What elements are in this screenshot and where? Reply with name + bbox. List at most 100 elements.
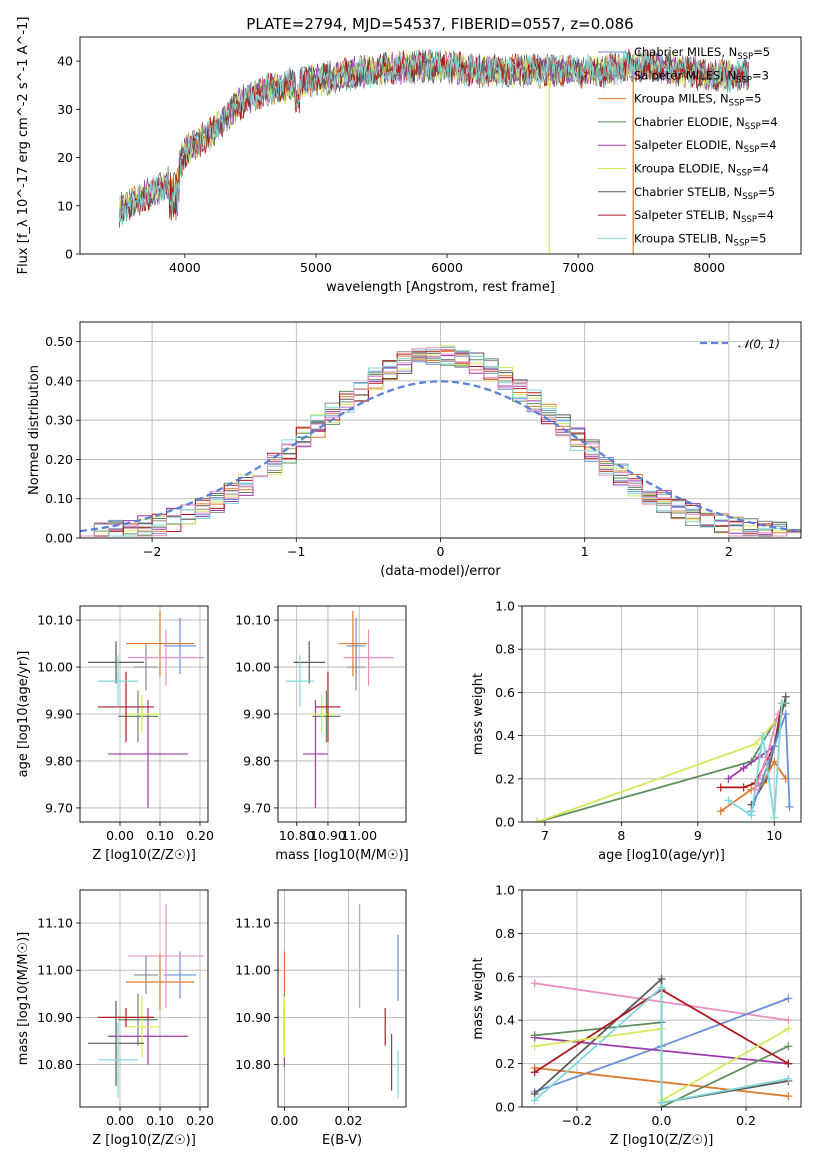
data-point — [164, 951, 196, 999]
legend-label: Chabrier MILES, N — [634, 45, 737, 59]
tick-labels: −0.2 0.0 0.2 0.0 0.2 0.4 0.6 0.8 1.0 — [495, 883, 756, 1129]
axes-frame — [521, 605, 802, 823]
x-tick-label: 10 — [766, 828, 782, 843]
weight-marker — [784, 1092, 793, 1101]
axes-frame — [79, 321, 802, 539]
panel-residuals: −2 −1 0 1 2 0.00 0.10 0.20 0.30 0.40 0.50 (data-mod… — [27, 321, 802, 579]
normal-curve — [80, 380, 801, 533]
figure-title: PLATE=2794, MJD=54537, FIBERID=0557, z=0… — [246, 15, 633, 33]
y-tick-label: 11.10 — [37, 916, 73, 931]
weight-marker — [716, 807, 725, 816]
panel-weight-vs-z: −0.2 0.0 0.2 0.0 0.2 0.4 0.6 0.8 1.0 Z [log10(Z/Z… — [471, 883, 802, 1148]
y-tick-label: 0.8 — [495, 642, 515, 657]
weight-marker — [747, 811, 756, 820]
x-axis-label: Z [log10(Z/Z☉)] — [610, 1133, 714, 1148]
legend: 𝒩(0, 1) — [700, 337, 780, 351]
x-tick-label: 0.10 — [146, 1113, 174, 1128]
weight-marker — [530, 1031, 539, 1040]
x-tick-label: 5000 — [300, 260, 332, 275]
y-tick-label: 1.0 — [495, 883, 515, 898]
weight-marker — [657, 983, 666, 992]
data-point — [126, 953, 194, 1011]
y-tick-label: 10.10 — [37, 613, 73, 628]
weight-marker — [530, 979, 539, 988]
data-point — [108, 699, 188, 808]
weight-marker — [657, 1098, 666, 1107]
y-tick-label: 0.00 — [45, 531, 73, 546]
x-tick-label: 0.00 — [270, 1113, 298, 1128]
tick-labels: 4000 5000 6000 7000 8000 0 10 20 30 40 — [57, 54, 725, 275]
data-point — [128, 629, 204, 686]
y-tick-label: 0.6 — [495, 685, 515, 700]
histogram-series — [80, 347, 801, 538]
panel-weight-vs-age: 7 8 9 10 0.0 0.2 0.4 0.6 0.8 1.0 age [log10(age/yr… — [471, 599, 802, 863]
histograms — [80, 345, 801, 538]
data-point — [118, 993, 158, 1046]
weight-marker — [739, 764, 748, 772]
weight-marker — [784, 1059, 793, 1068]
weight-marker — [530, 1068, 539, 1077]
data-point — [124, 695, 160, 733]
x-tick-label: 0.20 — [186, 1113, 214, 1128]
weight-marker — [781, 692, 790, 701]
data-point — [98, 1007, 154, 1027]
axes-frame — [79, 36, 802, 255]
y-tick-label: 9.70 — [243, 800, 271, 815]
x-tick-label: 0.0 — [652, 1113, 672, 1128]
x-tick-label: 0 — [437, 544, 445, 559]
error-bars — [283, 904, 399, 1098]
weight-marker — [751, 740, 760, 749]
tick-labels: 0.00 0.10 0.20 10.80 10.90 11.00 11.10 — [37, 916, 214, 1128]
x-axis-label: Z [log10(Z/Z☉)] — [92, 1133, 196, 1148]
y-tick-label: 10.90 — [235, 1010, 271, 1025]
x-tick-label: 0.10 — [146, 828, 174, 843]
x-tick-label: 6000 — [431, 260, 463, 275]
weight-marker — [751, 785, 760, 794]
data-point — [128, 904, 204, 1008]
legend-entry: Salpeter STELIB, NSSP=4 — [634, 208, 774, 225]
weight-marker — [784, 1016, 793, 1025]
weight-lines — [533, 692, 794, 822]
legend-suffix: =4 — [757, 208, 774, 222]
data-point — [134, 643, 158, 691]
legend-entry: Chabrier STELIB, NSSP=5 — [634, 185, 775, 202]
legend-entry: Chabrier ELODIE, NSSP=4 — [634, 115, 778, 132]
weight-marker — [762, 753, 771, 762]
weight-marker — [784, 994, 793, 1003]
x-tick-label: 10.90 — [310, 828, 346, 843]
error-bars — [88, 904, 204, 1098]
y-tick-label: 0.0 — [495, 1100, 515, 1115]
legend-label: Salpeter MILES, N — [634, 68, 736, 82]
x-tick-label: 9 — [694, 828, 702, 843]
weight-lines — [530, 974, 793, 1107]
y-axis-label: Normed distribution — [27, 365, 42, 495]
weight-marker — [657, 974, 666, 983]
legend-label: Kroupa ELODIE, N — [634, 162, 736, 176]
legend-suffix: =4 — [760, 138, 777, 152]
x-tick-label: 0.20 — [186, 828, 214, 843]
legend-subscript: SSP — [736, 75, 752, 85]
tick-labels: 0.00 0.10 0.20 9.70 9.80 9.90 10.00 10.10 — [37, 613, 214, 843]
weight-marker — [758, 731, 767, 740]
legend-label: Kroupa STELIB, N — [634, 231, 734, 245]
legend-subscript: SSP — [736, 169, 752, 179]
data-point — [126, 610, 194, 677]
weight-series — [534, 985, 789, 1104]
data-point — [164, 617, 196, 675]
weight-marker — [724, 774, 733, 783]
y-axis-label: age [log10(age/yr)] — [16, 651, 31, 778]
x-tick-label: 11.00 — [341, 828, 377, 843]
legend-label: Chabrier ELODIE, N — [634, 115, 745, 129]
y-tick-label: 0.4 — [495, 1013, 515, 1028]
y-tick-label: 11.00 — [235, 963, 271, 978]
y-tick-label: 11.10 — [235, 916, 271, 931]
data-point — [134, 956, 158, 994]
y-tick-label: 0.8 — [495, 926, 515, 941]
data-point — [315, 671, 341, 743]
y-tick-label: 10.10 — [235, 613, 271, 628]
spectrum-lines — [118, 48, 749, 254]
x-tick-label: 0.00 — [106, 1113, 134, 1128]
y-tick-label: 1.0 — [495, 599, 515, 614]
